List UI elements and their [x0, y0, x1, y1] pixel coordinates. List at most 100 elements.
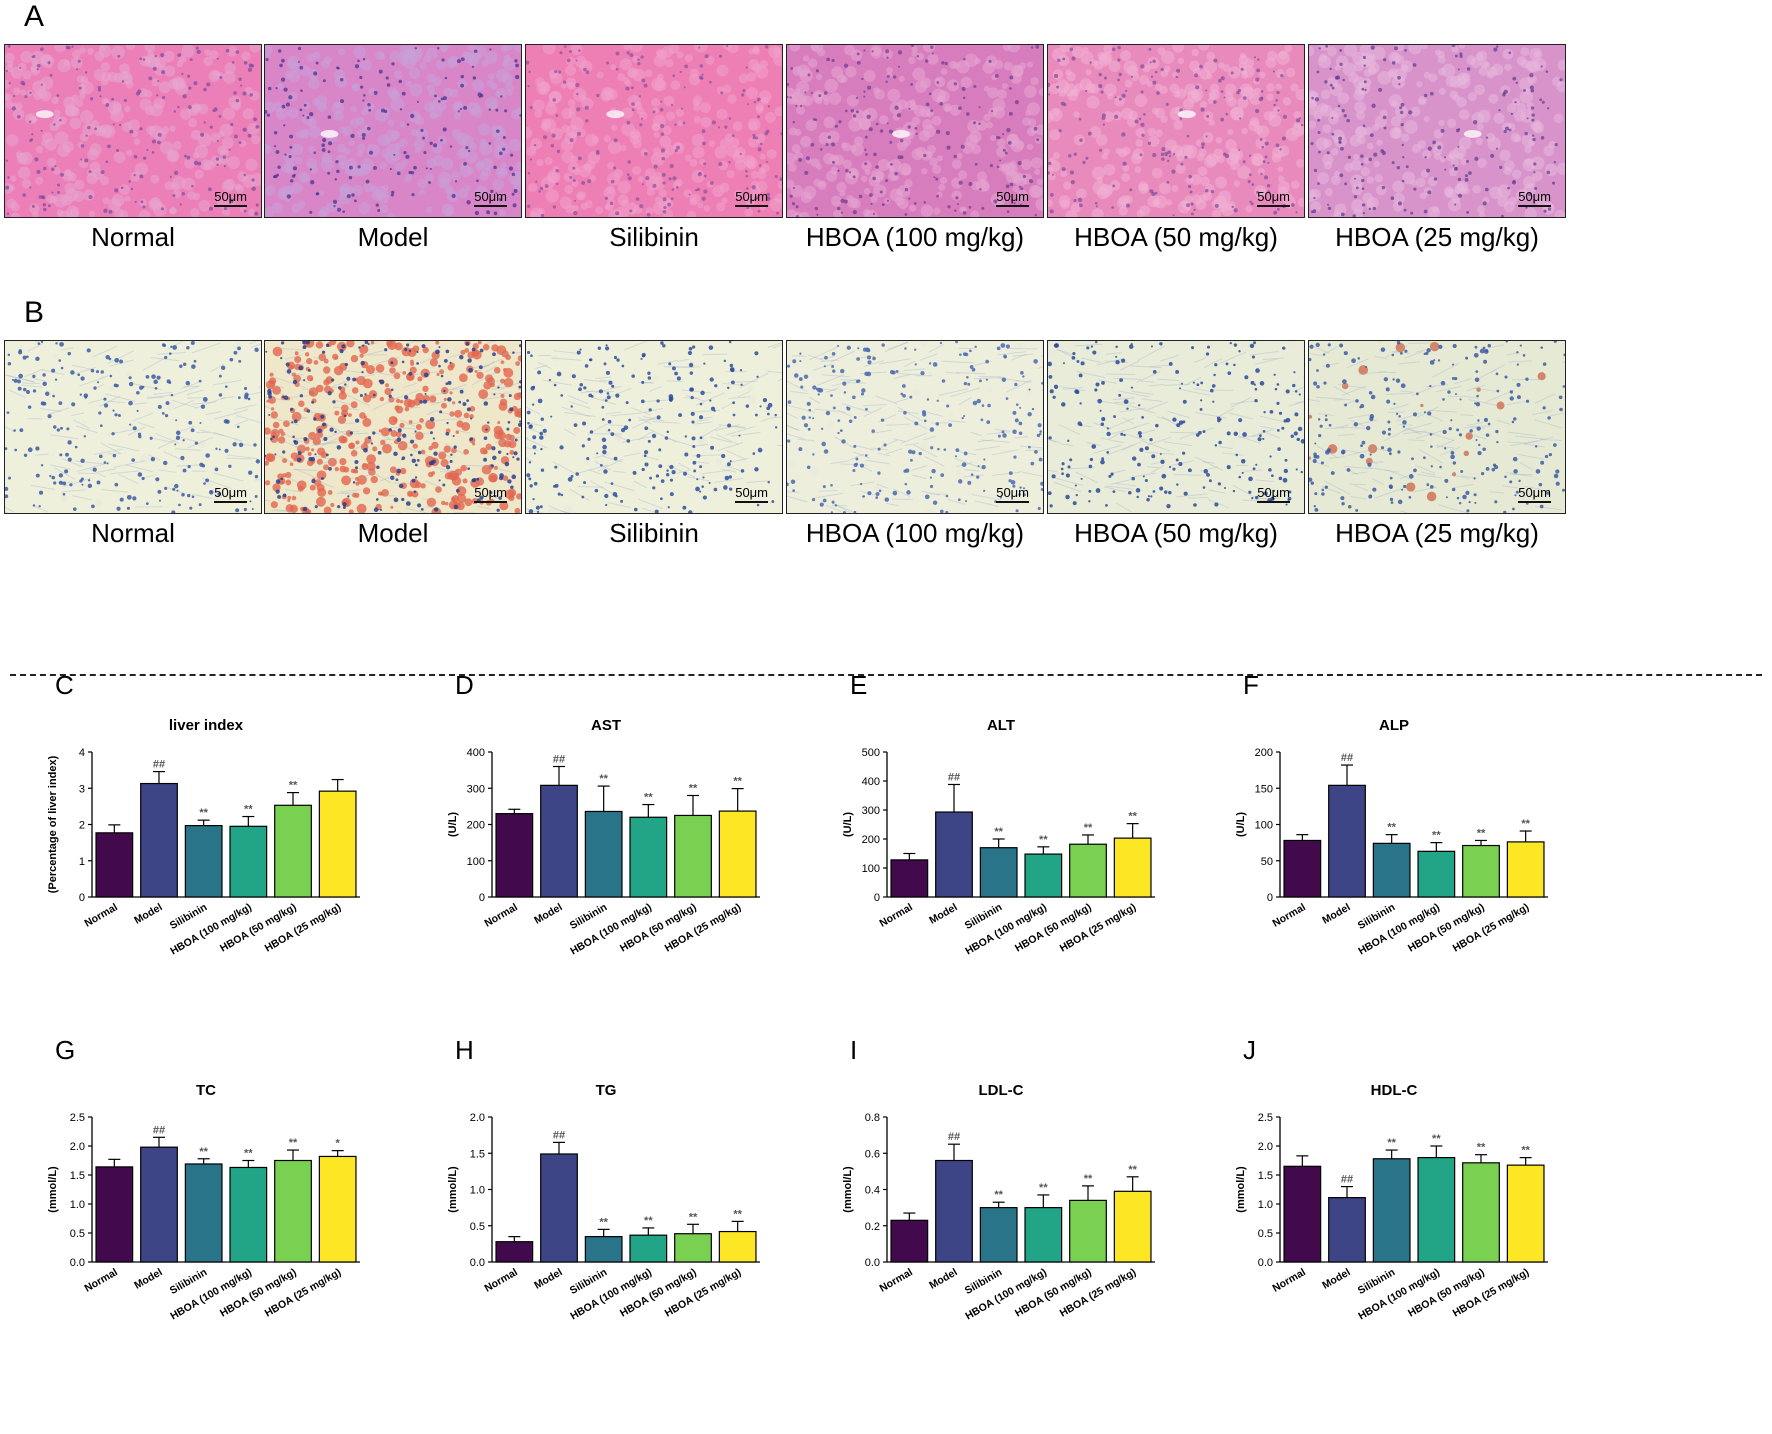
y-tick-label: 2.0	[470, 1112, 485, 1124]
scale-bar: 50μm	[214, 485, 247, 503]
bar-3	[1372, 842, 1411, 898]
significance-mark: **	[289, 780, 298, 792]
significance-mark: **	[199, 1146, 208, 1158]
bar-3	[1372, 1158, 1411, 1263]
scale-bar: 50μm	[1257, 485, 1290, 503]
bar-2	[540, 1153, 578, 1263]
x-tick-label: Model	[927, 901, 959, 927]
scale-bar: 50μm	[1257, 189, 1290, 207]
scale-bar-line	[996, 205, 1029, 207]
y-tick-label: 100	[467, 856, 485, 868]
y-tick-label: 1.5	[1258, 1170, 1273, 1182]
oil-group-caption: Normal	[91, 518, 175, 548]
x-tick-label: Normal	[1270, 1266, 1307, 1295]
y-tick-label: 2.0	[70, 1141, 85, 1153]
he-micrograph-2: 50μm	[264, 44, 522, 218]
x-tick-label: Model	[532, 1266, 564, 1292]
bar-3	[584, 810, 623, 898]
significance-mark: ##	[553, 754, 565, 766]
significance-mark: **	[1477, 827, 1486, 839]
significance-mark: **	[289, 1137, 298, 1149]
x-tick-label: Model	[132, 901, 164, 927]
significance-mark: **	[1084, 822, 1093, 834]
bar-5	[674, 814, 712, 898]
chart-svg: ALP(U/L)050100150200Normal##Model**Silib…	[1235, 717, 1548, 957]
bar-1	[890, 1219, 929, 1263]
scale-bar-line	[996, 501, 1029, 503]
x-tick-label: HBOA (50 mg/kg)	[1013, 1266, 1093, 1319]
significance-mark: ##	[153, 759, 165, 771]
oil-texture	[265, 341, 521, 513]
he-micrograph-3: 50μm	[525, 44, 783, 218]
panel-letter-i: I	[850, 1035, 858, 1065]
oil-texture	[1309, 341, 1565, 513]
bar-3	[979, 1207, 1018, 1263]
y-axis-label: (U/L)	[1235, 812, 1247, 837]
x-tick-label: HBOA (100 mg/kg)	[568, 901, 653, 957]
scale-bar-label: 50μm	[1257, 189, 1290, 204]
bar-2	[140, 1146, 178, 1263]
x-tick-label: HBOA (25 mg/kg)	[1451, 1266, 1531, 1319]
chart-svg: TC (mmol/L) 0.0 0.5 1.0 1.5 2.0 2.5 Normal ## Mode…	[47, 1082, 360, 1322]
x-tick-label: HBOA (25 mg/kg)	[663, 1266, 743, 1319]
y-tick-label: 0.0	[1258, 1257, 1273, 1269]
significance-mark: *	[336, 1138, 341, 1150]
oil-micrograph-5: 50μm	[1047, 340, 1305, 514]
y-tick-label: 0.5	[70, 1228, 85, 1240]
y-tick-label: 2	[79, 820, 85, 832]
x-tick-label: Model	[532, 901, 564, 927]
significance-mark: **	[1387, 822, 1396, 834]
oil-micrograph-6: 50μm	[1308, 340, 1566, 514]
significance-mark: **	[1521, 1145, 1530, 1157]
significance-mark: **	[1521, 818, 1530, 830]
y-axis-label: (mmol/L)	[47, 1166, 59, 1213]
x-tick-label: Model	[132, 1266, 164, 1292]
x-tick-label: HBOA (50 mg/kg)	[1406, 1266, 1486, 1319]
scale-bar: 50μm	[735, 189, 768, 207]
x-tick-label: HBOA (25 mg/kg)	[1058, 1266, 1138, 1319]
he-texture	[5, 45, 261, 217]
x-tick-label: HBOA (100 mg/kg)	[963, 901, 1048, 957]
scale-bar: 50μm	[735, 485, 768, 503]
scale-bar-label: 50μm	[996, 189, 1029, 204]
chart-j: HDL-C (mmol/L) 0.0 0.5 1.0 1.5 2.0 2.5 Normal ## M…	[1228, 1065, 1558, 1370]
chart-h: TG (mmol/L) 0.0 0.5 1.0 1.5 2.0 Normal ## Model **…	[440, 1065, 770, 1370]
x-tick-label: HBOA (50 mg/kg)	[1013, 901, 1093, 954]
he-micrograph-6: 50μm	[1308, 44, 1566, 218]
significance-mark: **	[644, 1215, 653, 1227]
scale-bar: 50μm	[996, 485, 1029, 503]
scale-bar-label: 50μm	[996, 485, 1029, 500]
he-group-caption: HBOA (100 mg/kg)	[805, 222, 1025, 252]
scale-bar-label: 50μm	[474, 485, 507, 500]
scale-bar-label: 50μm	[1257, 485, 1290, 500]
y-tick-label: 1.0	[1258, 1199, 1273, 1211]
bar-1	[95, 1166, 134, 1263]
significance-mark: **	[199, 807, 208, 819]
he-group-caption: Model	[357, 222, 429, 252]
oil-group-caption: HBOA (100 mg/kg)	[805, 518, 1025, 548]
he-group-caption: Silibinin	[609, 222, 699, 252]
x-tick-label: HBOA (100 mg/kg)	[1356, 901, 1441, 957]
y-tick-label: 2.5	[1258, 1112, 1273, 1124]
y-tick-label: 400	[862, 776, 880, 788]
he-group-caption: Normal	[91, 222, 175, 252]
y-tick-label: 0.0	[70, 1257, 85, 1269]
scale-bar-line	[214, 205, 247, 207]
x-tick-label: HBOA (25 mg/kg)	[1451, 901, 1531, 954]
y-axis-label: (mmol/L)	[842, 1166, 854, 1213]
y-tick-label: 0.8	[865, 1112, 880, 1124]
oil-texture	[787, 341, 1043, 513]
oil-micrograph-3: 50μm	[525, 340, 783, 514]
bar-1	[95, 832, 134, 898]
significance-mark: ##	[948, 1131, 960, 1143]
y-tick-label: 1.5	[70, 1170, 85, 1182]
y-tick-label: 200	[467, 820, 485, 832]
bar-2	[1328, 784, 1366, 898]
scale-bar: 50μm	[1518, 189, 1551, 207]
significance-mark: **	[1477, 1142, 1486, 1154]
y-tick-label: 0.0	[865, 1257, 880, 1269]
he-micrograph-5: 50μm	[1047, 44, 1305, 218]
chart-e: ALT (U/L) 0 100 200 300 400 500 Normal ## Model ** S…	[835, 700, 1165, 1005]
y-tick-label: 150	[1255, 783, 1273, 795]
x-tick-label: HBOA (25 mg/kg)	[263, 1266, 343, 1319]
